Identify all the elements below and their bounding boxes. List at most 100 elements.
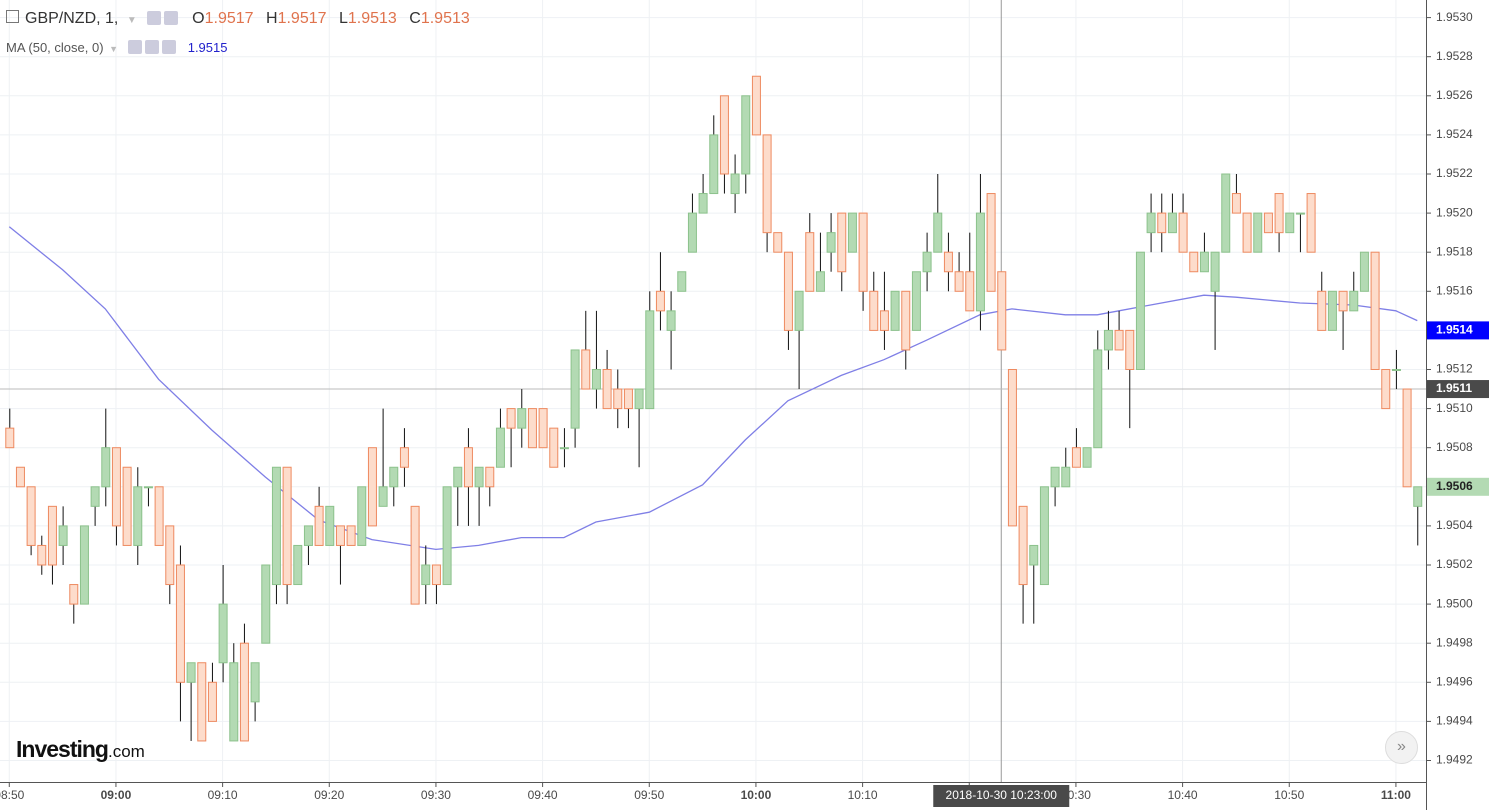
candle-body-down	[122, 466, 132, 546]
candle-body-up	[1135, 251, 1145, 370]
candle-body-down	[37, 544, 47, 566]
candle-body-up	[250, 662, 260, 703]
candle-body-down	[837, 212, 847, 273]
candle-body-down	[549, 427, 559, 468]
candle-body-up	[303, 525, 313, 546]
candle-body-down	[879, 310, 889, 331]
candle-body-up	[1061, 466, 1071, 488]
candle-body-up	[261, 564, 271, 644]
candle-body-up	[143, 486, 153, 489]
candle-body-down	[197, 662, 207, 742]
candle-body-up	[271, 466, 281, 586]
candle-body-up	[634, 388, 644, 410]
logo: Investing.com	[16, 736, 145, 763]
candle-body-up	[975, 212, 985, 312]
x-tick-label: 09:50	[634, 788, 664, 802]
candle-body-up	[645, 310, 655, 410]
candle-body-up	[421, 564, 431, 586]
x-tick-label: 10:50	[1274, 788, 1304, 802]
c-label: C	[409, 10, 421, 27]
candle-body-up	[517, 408, 527, 429]
candle-body-up	[1327, 290, 1337, 331]
y-tick-label: 1.9508	[1436, 440, 1473, 454]
candle-body-up	[1253, 212, 1263, 253]
candle-body-up	[1199, 251, 1209, 273]
candle-body-down	[1263, 212, 1273, 234]
x-tick-label: 10:40	[1168, 788, 1198, 802]
candle-body-up	[591, 368, 601, 390]
x-tick-label: 10:00	[741, 788, 772, 802]
candle-body-down	[965, 271, 975, 312]
candle-body-up	[1146, 212, 1156, 234]
last-price-tag-bg	[1427, 477, 1489, 496]
candle-body-down	[1306, 193, 1316, 253]
candle-body-up	[666, 310, 676, 331]
legend-main: GBP/NZD, 1, ▼ O1.9517 H1.9517 L1.9513 C1…	[6, 10, 478, 28]
candle-body-down	[1317, 290, 1327, 331]
y-tick-label: 1.9526	[1436, 88, 1473, 102]
y-tick-label: 1.9500	[1436, 596, 1473, 610]
y-tick-label: 1.9520	[1436, 205, 1473, 219]
y-tick-label: 1.9522	[1436, 166, 1473, 180]
crosshair-time-label: 2018-10-30 10:23:00	[946, 788, 1058, 802]
y-tick-label: 1.9502	[1436, 557, 1473, 571]
candle-body-down	[527, 408, 537, 449]
gear-icon[interactable]	[145, 40, 160, 54]
candle-body-down	[5, 427, 15, 449]
candle-body-down	[346, 525, 356, 546]
eye-icon[interactable]	[146, 11, 161, 25]
crosshair-price-tag-bg	[1427, 380, 1489, 399]
x-tick-label: 09:30	[421, 788, 451, 802]
candle-body-up	[133, 486, 143, 546]
candle-body-up	[794, 290, 804, 331]
candle-body-up	[101, 447, 111, 488]
candle-body-up	[293, 544, 303, 586]
l-label: L	[338, 10, 348, 27]
candle-body-down	[69, 584, 79, 605]
dropdown[interactable]: ▼	[109, 44, 119, 54]
candle-body-down	[1370, 251, 1380, 370]
h-label: H	[266, 10, 278, 27]
y-tick-label: 1.9510	[1436, 401, 1473, 415]
candle-body-up	[229, 662, 239, 742]
candle-body-up	[922, 251, 932, 273]
candle-body-up	[709, 134, 719, 195]
gear-icon[interactable]	[163, 11, 178, 25]
candle-body-up	[677, 271, 687, 292]
candle-body-up	[687, 212, 697, 253]
candle-body-up	[890, 290, 900, 331]
y-tick-label: 1.9516	[1436, 283, 1473, 297]
candle-body-down	[1338, 290, 1348, 312]
candle-body-down	[943, 251, 953, 273]
x-tick-label: 09:40	[528, 788, 558, 802]
scroll-button[interactable]: »	[1385, 731, 1418, 764]
candle-body-down	[485, 466, 495, 488]
x-tick-label: 11:00	[1381, 788, 1411, 802]
x-tick-label: 09:00	[101, 788, 132, 802]
candle-body-down	[207, 681, 217, 722]
candle-body-down	[1114, 329, 1124, 351]
ma-price-tag-bg	[1427, 321, 1489, 340]
candle-body-up	[730, 173, 740, 195]
close-icon[interactable]	[162, 40, 177, 54]
dropdown[interactable]: ▼	[126, 15, 137, 26]
candle-body-down	[623, 388, 633, 410]
candle-body-down	[335, 525, 345, 546]
candle-body-down	[1242, 212, 1252, 253]
time-axis-bg	[0, 782, 1426, 810]
collapse-icon[interactable]	[6, 10, 19, 23]
candle-body-down	[581, 349, 591, 390]
candle-body-up	[911, 271, 921, 331]
legend-ma: MA (50, close, 0) ▼ 1.9515	[6, 40, 227, 55]
c-value: 1.9513	[420, 10, 470, 27]
candle-body-down	[613, 388, 623, 410]
candle-body-up	[389, 466, 399, 488]
candle-body-up	[378, 486, 388, 507]
candle-body-down	[1007, 368, 1017, 527]
candle-body-up	[186, 662, 196, 683]
candle-body-down	[15, 466, 25, 488]
eye-icon[interactable]	[128, 40, 143, 54]
candle-body-down	[47, 505, 57, 566]
candle-body-down	[1402, 388, 1412, 488]
candle-body-down	[399, 447, 409, 468]
